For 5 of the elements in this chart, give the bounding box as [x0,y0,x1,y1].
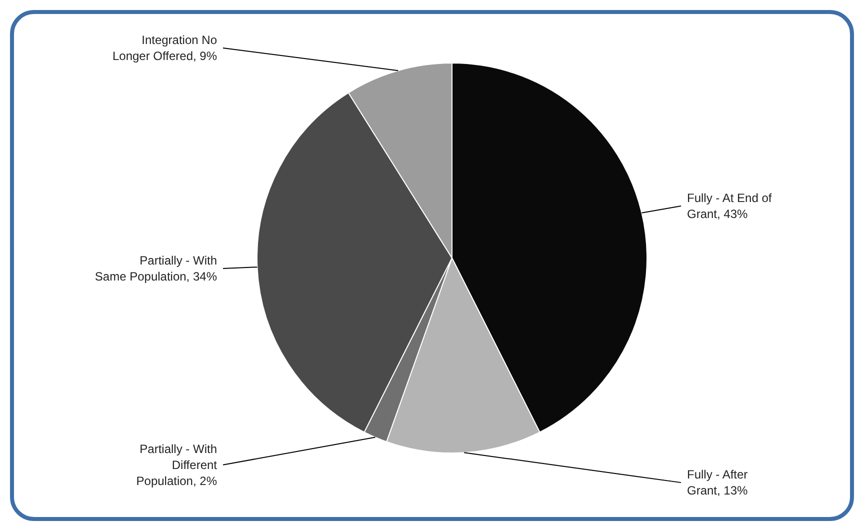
slice-label: Fully - At End of Grant, 43% [687,190,772,221]
slice-label: Fully - After Grant, 13% [687,468,748,498]
slice-label: Partially - With Same Population, 34% [94,253,218,284]
slice-label: Partially - With Different Population, 2% [136,442,218,488]
slice-label: Integration No Longer Offered, 9% [112,33,218,63]
